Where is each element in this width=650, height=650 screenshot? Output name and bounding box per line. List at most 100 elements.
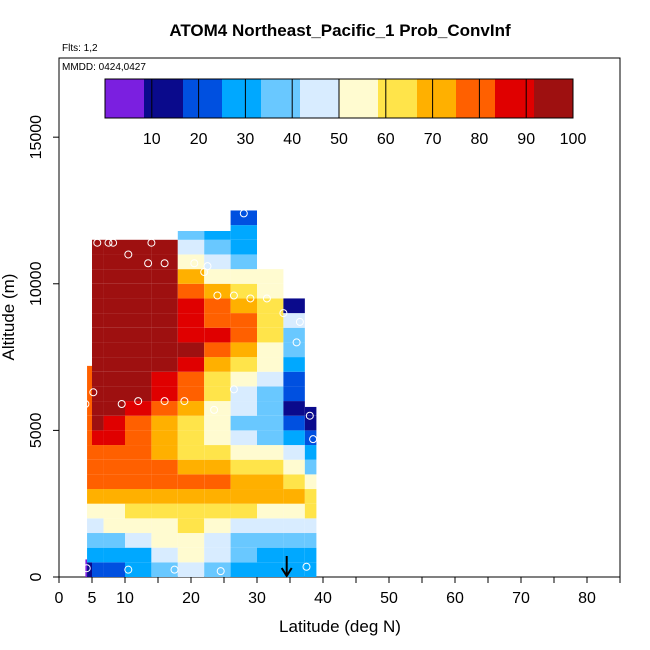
heatmap-cell — [257, 298, 284, 314]
heatmap-cell — [92, 386, 104, 402]
colorbar-segment — [339, 79, 379, 118]
heatmap-cell — [257, 430, 284, 446]
flight-point — [124, 565, 133, 574]
flight-point — [229, 291, 238, 300]
heatmap-cell — [230, 357, 257, 372]
heatmap-cell — [230, 210, 257, 226]
heatmap-cell — [177, 313, 205, 328]
heatmap-cell — [257, 445, 284, 460]
heatmap-cell — [151, 445, 178, 460]
flight-point — [134, 397, 143, 406]
x-tick-label: 50 — [380, 590, 398, 607]
heatmap-cell — [304, 406, 317, 416]
heatmap-cell — [304, 430, 317, 446]
heatmap-cell — [87, 533, 92, 548]
heatmap-cell — [92, 327, 104, 343]
heatmap-cell — [230, 474, 257, 490]
heatmap-cell — [92, 533, 104, 548]
colorbar-segment — [144, 79, 184, 118]
heatmap-cell — [230, 562, 257, 577]
heatmap-cell — [177, 503, 205, 519]
heatmap-cell — [125, 503, 152, 519]
heatmap-cell — [204, 298, 231, 314]
heatmap-cell — [283, 357, 305, 372]
heatmap-cell — [103, 518, 125, 534]
heatmap-cell — [103, 327, 125, 343]
heatmap-cell — [103, 254, 125, 270]
heatmap-cell — [92, 269, 104, 284]
heatmap-cell — [151, 415, 178, 431]
heatmap-cell — [103, 533, 125, 548]
heatmap-cell — [304, 533, 317, 548]
heatmap-cell — [103, 562, 125, 577]
heatmap-cell — [283, 489, 305, 504]
colorbar-segment — [261, 79, 301, 118]
heatmap-cell — [257, 562, 284, 577]
heatmap-cell — [257, 386, 284, 402]
heatmap-cell — [283, 445, 305, 460]
heatmap-cell — [125, 547, 152, 563]
heatmap-cell — [230, 518, 257, 534]
heatmap-cell — [103, 503, 125, 519]
heatmap-cell — [125, 357, 152, 372]
heatmap-cell — [204, 459, 231, 475]
heatmap-cell — [204, 489, 231, 504]
heatmap-cell — [92, 371, 104, 387]
flight-point — [279, 309, 288, 318]
colorbar-tick-label: 10 — [143, 131, 161, 148]
y-tick-label: 10000 — [28, 261, 45, 306]
heatmap-cell — [177, 357, 205, 372]
heatmap-cell — [151, 283, 178, 299]
heatmap-cell — [151, 489, 178, 504]
heatmap-cell — [177, 327, 205, 343]
heatmap-cell — [87, 459, 92, 475]
heatmap-cell — [103, 313, 125, 328]
heatmap-cell — [87, 489, 92, 504]
heatmap-cell — [103, 445, 125, 460]
heatmap-cell — [125, 298, 152, 314]
heatmap-cell — [177, 430, 205, 446]
heatmap-cell — [257, 357, 284, 372]
x-tick-label: 40 — [314, 590, 332, 607]
heatmap-cell — [103, 342, 125, 358]
x-tick-label: 30 — [248, 590, 266, 607]
colorbar-frame — [104, 78, 574, 119]
heatmap-cell — [230, 415, 257, 431]
heatmap-cell — [257, 313, 284, 328]
heatmap-cell — [204, 239, 231, 255]
heatmap-cell — [151, 371, 178, 387]
heatmap-cell — [257, 459, 284, 475]
heatmap-cell — [257, 342, 284, 358]
heatmap-cell — [204, 357, 231, 372]
heatmap-cell — [177, 518, 205, 534]
heatmap-cell — [257, 547, 284, 563]
heatmap-cell — [87, 474, 92, 490]
flight-point — [259, 209, 268, 218]
heatmap-cell — [304, 415, 317, 431]
heatmap-cell — [125, 386, 152, 402]
heatmap-cell — [204, 269, 231, 284]
heatmap-cell — [92, 562, 104, 577]
heatmap-cell — [125, 342, 152, 358]
flight-point — [109, 238, 118, 247]
colorbar-segment — [534, 79, 574, 118]
colorbar-tick-label: 30 — [237, 131, 255, 148]
heatmap-cell — [283, 298, 305, 314]
heatmap-cell — [103, 386, 125, 402]
x-axis-label: Latitude (deg N) — [279, 617, 401, 636]
colorbar-tick-label: 100 — [560, 131, 587, 148]
heatmap-cell — [257, 371, 284, 387]
marker-arrow-head — [280, 567, 293, 578]
flight-point — [262, 294, 271, 303]
flight-point — [89, 388, 98, 397]
heatmap-cell — [230, 503, 257, 519]
colorbar-segment — [456, 79, 496, 118]
x-tick-label: 20 — [182, 590, 200, 607]
heatmap-cell — [87, 415, 92, 431]
flight-point — [93, 238, 102, 247]
heatmap-cell — [283, 371, 305, 387]
colorbar-segment — [300, 79, 340, 118]
heatmap-cell — [230, 547, 257, 563]
